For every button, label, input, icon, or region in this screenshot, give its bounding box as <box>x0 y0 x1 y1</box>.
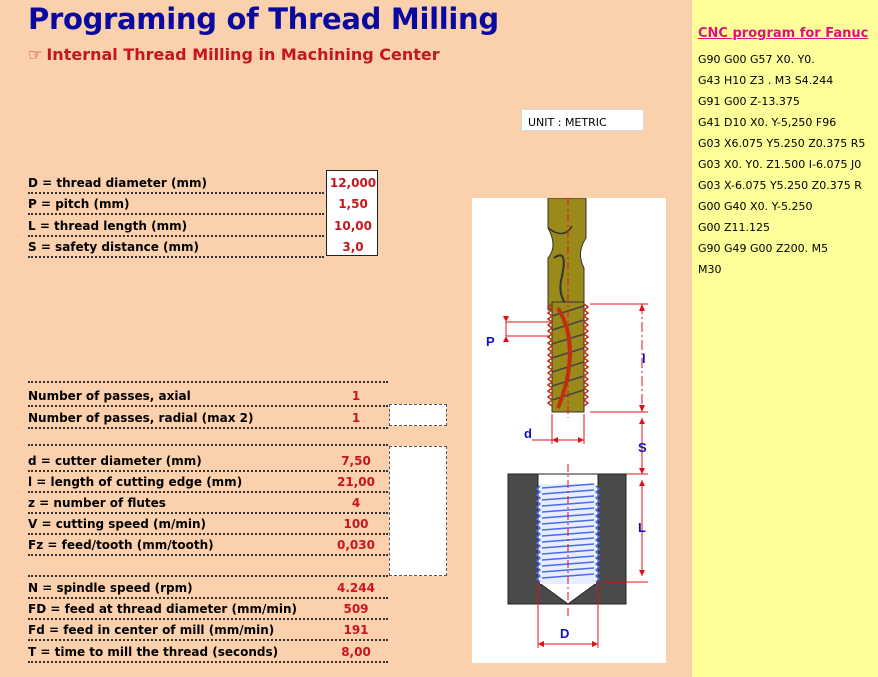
thread-length-dimension: L <box>602 473 648 583</box>
input-values-box <box>326 170 378 256</box>
thread-diameter-dimension: D <box>537 582 599 648</box>
row-divider <box>28 427 388 429</box>
pitch-label: P = pitch (mm) <box>28 197 130 211</box>
cnc-line: G03 X6.075 Y5.250 Z0.375 R5 <box>698 137 866 150</box>
thread-diameter-label: D = thread diameter (mm) <box>28 176 207 190</box>
mill-time-label: T = time to mill the thread (seconds) <box>28 645 279 659</box>
spindle-speed-value: 4.244 <box>337 581 375 595</box>
pitch-dimension: P <box>486 316 550 349</box>
cutting-speed-label: V = cutting speed (m/min) <box>28 517 207 531</box>
cutter-tool <box>546 197 590 418</box>
pointing-hand-icon: ☞ <box>28 45 43 64</box>
row-divider <box>28 554 388 556</box>
row-divider <box>28 491 388 493</box>
cutting-speed-value: 100 <box>343 517 369 531</box>
spindle-speed-label: N = spindle speed (rpm) <box>28 581 193 595</box>
section-divider <box>28 444 388 446</box>
passes-radial-label: Number of passes, radial (max 2) <box>28 411 254 425</box>
thread-milling-diagram: P l S d <box>486 197 648 648</box>
cnc-line: G91 G00 Z-13.375 <box>698 95 800 108</box>
thread-length-input[interactable]: 10,00 <box>334 219 372 233</box>
feed-center-mill-value: 191 <box>343 623 369 637</box>
cutting-edge-length-label: l = length of cutting edge (mm) <box>28 475 243 489</box>
page-title: Programing of Thread Milling <box>28 2 499 36</box>
cutting-edge-length-value: 21,00 <box>337 475 375 489</box>
number-of-flutes-value: 4 <box>351 496 361 510</box>
row-divider <box>28 597 388 599</box>
mill-time-value: 8,00 <box>341 645 371 659</box>
row-divider <box>28 235 324 237</box>
cnc-line: G43 H10 Z3 . M3 S4.244 <box>698 74 834 87</box>
cutter-diameter-dimension: d <box>524 414 585 444</box>
label-l: l <box>642 351 646 366</box>
row-divider <box>28 470 388 472</box>
row-divider <box>28 405 388 407</box>
row-divider <box>28 639 388 641</box>
label-L: L <box>638 520 646 535</box>
feed-per-tooth-value: 0,030 <box>337 538 375 552</box>
label-D: D <box>560 626 569 641</box>
cnc-line: G90 G00 G57 X0. Y0. <box>698 53 815 66</box>
cnc-line: G90 G49 G00 Z200. M5 <box>698 242 829 255</box>
feed-per-tooth-label: Fz = feed/tooth (mm/tooth) <box>28 538 214 552</box>
row-divider <box>28 512 388 514</box>
cnc-line: G41 D10 X0. Y-5,250 F96 <box>698 116 837 129</box>
safety-distance-input[interactable]: 3,0 <box>342 240 364 254</box>
cutter-diameter-label: d = cutter diameter (mm) <box>28 454 202 468</box>
passes-axial-label: Number of passes, axial <box>28 389 191 403</box>
label-d: d <box>524 426 532 441</box>
safety-distance-label: S = safety distance (mm) <box>28 240 200 254</box>
thread-diameter-input[interactable]: 12,000 <box>329 176 377 190</box>
page-subtitle: ☞ Internal Thread Milling in Machining Ce… <box>28 45 440 64</box>
cutter-diameter-value: 7,50 <box>341 454 371 468</box>
section-divider <box>28 381 388 383</box>
passes-radial-value: 1 <box>351 411 361 425</box>
label-S: S <box>638 440 647 455</box>
cnc-line: G03 X0. Y0. Z1.500 I-6.075 J0 <box>698 158 862 171</box>
pitch-input[interactable]: 1,50 <box>338 197 368 211</box>
cnc-program-title[interactable]: CNC program for Fanuc <box>698 26 869 41</box>
safety-distance-dimension: S <box>638 418 647 474</box>
row-divider <box>28 533 388 535</box>
number-of-flutes-label: z = number of flutes <box>28 496 166 510</box>
cnc-line: G00 G40 X0. Y-5.250 <box>698 200 813 213</box>
row-divider <box>28 192 324 194</box>
label-P: P <box>486 334 495 349</box>
feed-thread-diameter-label: FD = feed at thread diameter (mm/min) <box>28 602 297 616</box>
thread-milling-drawing: P l S d <box>472 197 666 663</box>
passes-radial-input[interactable] <box>389 404 447 426</box>
thread-length-label: L = thread length (mm) <box>28 219 188 233</box>
cnc-line: M30 <box>698 263 722 276</box>
cutter-inputs-box[interactable] <box>389 446 447 576</box>
feed-thread-diameter-value: 509 <box>343 602 369 616</box>
row-divider <box>28 661 388 663</box>
row-divider <box>28 213 324 215</box>
cutting-length-dimension: l <box>590 303 648 413</box>
cnc-line: G00 Z11.125 <box>698 221 771 234</box>
row-divider <box>28 618 388 620</box>
unit-select[interactable]: UNIT : METRIC <box>521 109 644 131</box>
section-divider <box>28 575 388 577</box>
cnc-program-panel: CNC program for Fanuc G90 G00 G57 X0. Y0… <box>692 0 878 677</box>
workpiece <box>507 464 627 618</box>
subtitle-text: Internal Thread Milling in Machining Cen… <box>46 45 440 64</box>
feed-center-mill-label: Fd = feed in center of mill (mm/min) <box>28 623 275 637</box>
passes-axial-value: 1 <box>351 389 361 403</box>
row-divider <box>28 256 324 258</box>
cnc-line: G03 X-6.075 Y5.250 Z0.375 R <box>698 179 862 192</box>
